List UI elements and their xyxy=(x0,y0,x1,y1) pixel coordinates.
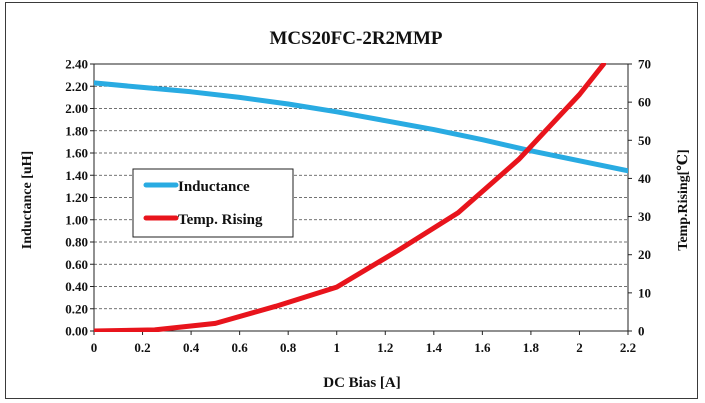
y2-tick-label: 60 xyxy=(638,95,651,110)
y-tick-label: 0.20 xyxy=(65,301,88,316)
chart-frame: MCS20FC-2R2MMP 0.00 0.20 0.40 0.60 0.80 1.00 1… xyxy=(5,2,698,399)
x-axis-label: DC Bias [A] xyxy=(323,375,401,391)
y2-tick-label: 10 xyxy=(638,285,651,300)
y2-tick-label: 70 xyxy=(638,57,651,72)
y-tick-label: 1.40 xyxy=(65,168,88,183)
y-tick-label: 2.40 xyxy=(65,57,88,72)
y-tick-label: 2.00 xyxy=(65,101,88,116)
y-tick-label: 0.80 xyxy=(65,235,88,250)
legend-box xyxy=(132,168,294,238)
y-tick-label: 2.20 xyxy=(65,79,88,94)
x-tick-label: 0.2 xyxy=(134,340,150,355)
series-line-temp-rising xyxy=(94,63,607,332)
x-tick-label: 2.2 xyxy=(620,340,636,355)
y2-tick-label: 20 xyxy=(638,247,651,262)
y-axis-label: Inductance [uH] xyxy=(20,151,35,249)
y-tick-label: 1.80 xyxy=(65,123,88,138)
series-line-inductance xyxy=(94,80,628,174)
x-tick-label: 1.8 xyxy=(523,340,540,355)
x-tick-label: 1.6 xyxy=(474,340,491,355)
y2-tick-label: 30 xyxy=(638,209,651,224)
dual-axis-line-chart: MCS20FC-2R2MMP 0.000.200.400.600.801.001… xyxy=(20,28,691,391)
x-axis-ticks: 0 0.2 0.4 0.6 0.8 1 1.2 1.4 1.6 1.8 2 2.2 xyxy=(91,331,636,355)
right-axis-ticks: 0 10 20 30 40 50 60 70 xyxy=(628,57,651,339)
legend-label-inductance: Inductance xyxy=(178,179,250,195)
x-tick-label: 2 xyxy=(576,340,583,355)
series-lines xyxy=(94,63,628,332)
x-tick-label: 0.4 xyxy=(183,340,200,355)
x-tick-label: 1 xyxy=(333,340,340,355)
y-tick-label: 1.20 xyxy=(65,190,88,205)
y-tick-label: 0.60 xyxy=(65,257,88,272)
y-tick-label: 0.00 xyxy=(65,324,88,339)
y2-tick-label: 0 xyxy=(638,324,645,339)
x-tick-label: 1.4 xyxy=(426,340,443,355)
y-tick-label: 1.60 xyxy=(65,146,88,161)
x-tick-label: 1.2 xyxy=(377,340,393,355)
chart-title: MCS20FC-2R2MMP xyxy=(269,28,442,49)
y2-axis-label: Temp.Rising[℃] xyxy=(676,149,691,250)
y2-tick-label: 40 xyxy=(638,171,651,186)
left-axis-ticks: 0.00 0.20 0.40 0.60 0.80 1.00 1.20 1.40 1.60 1.80… xyxy=(65,57,94,339)
y2-tick-label: 50 xyxy=(638,133,651,148)
x-tick-label: 0.6 xyxy=(232,340,249,355)
x-tick-label: 0.8 xyxy=(280,340,297,355)
y-tick-label: 1.00 xyxy=(65,212,88,227)
x-tick-label: 0 xyxy=(91,340,98,355)
legend-label-temp-rising: Temp. Rising xyxy=(178,212,263,228)
legend: Inductance Temp. Rising xyxy=(132,168,294,238)
y-tick-label: 0.40 xyxy=(65,279,88,294)
